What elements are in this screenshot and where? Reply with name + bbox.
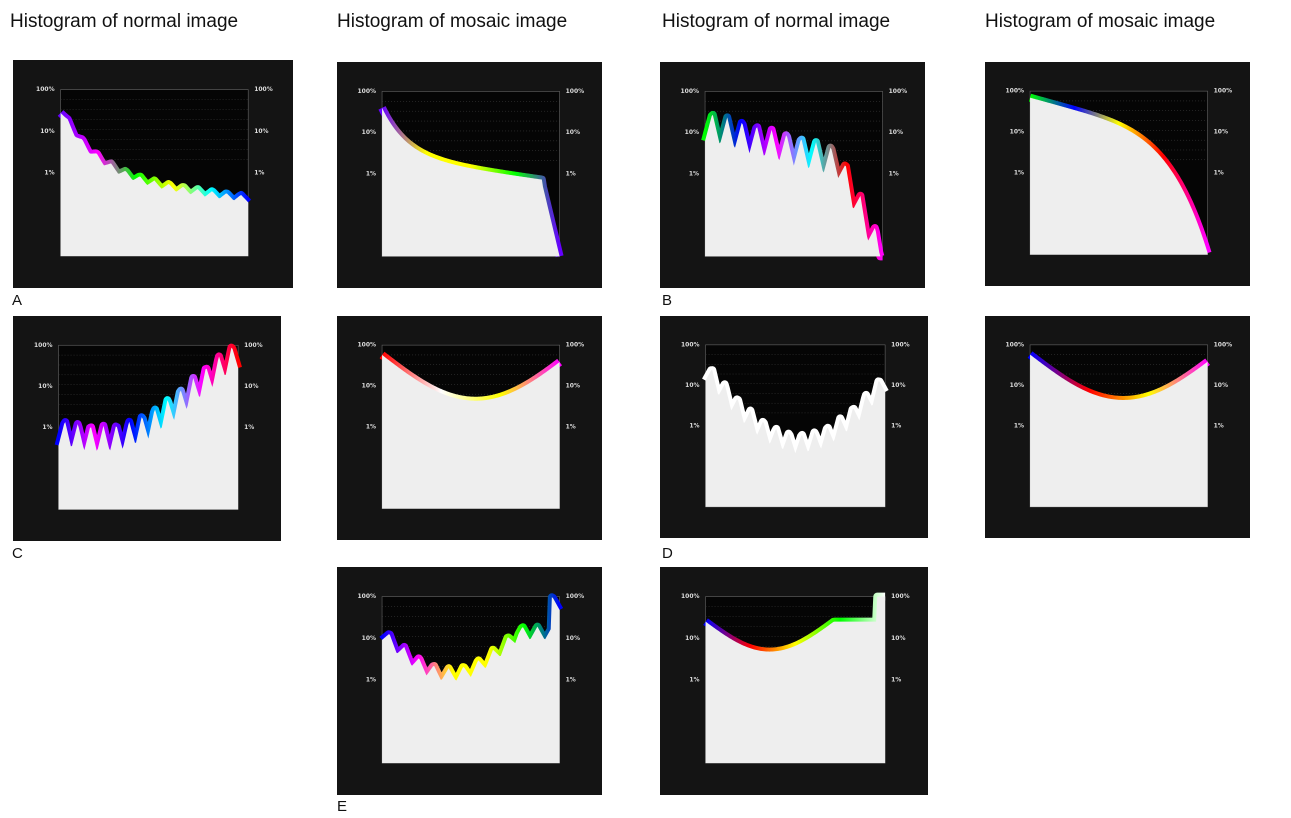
axis-label: 10%	[566, 383, 580, 390]
axis-label: 10%	[685, 129, 699, 136]
axis-label: 100%	[891, 341, 910, 348]
axis-label: 1%	[366, 170, 376, 177]
axis-label: 100%	[566, 88, 585, 95]
axis-label: 1%	[254, 169, 264, 176]
axis-label: 1%	[1214, 169, 1224, 176]
axis-label: 100%	[358, 342, 377, 349]
axis-label: 100%	[681, 341, 700, 348]
axis-label: 10%	[891, 635, 905, 642]
axis-label: 100%	[566, 342, 585, 349]
axis-label: 10%	[40, 128, 54, 135]
axis-label: 10%	[1214, 382, 1228, 389]
axis-label: 100%	[34, 342, 53, 349]
axis-label: 100%	[1006, 341, 1025, 348]
axis-label: 10%	[362, 635, 376, 642]
panel-label: E	[337, 798, 347, 815]
figure: {"headers": ["Histogram of normal image"…	[0, 0, 1291, 818]
panel-label: C	[12, 545, 23, 562]
axis-label: 10%	[362, 129, 376, 136]
axis-label: 1%	[889, 170, 899, 177]
axis-label: 10%	[685, 382, 699, 389]
histogram-panel: 100% 100% 10% 10% 1% 1%	[337, 316, 602, 540]
header: Histogram of mosaic image	[985, 10, 1277, 58]
histogram-panel: 100% 100% 10% 10% 1% 1%	[660, 316, 928, 538]
header: Histogram of mosaic image	[337, 10, 637, 34]
axis-label: 100%	[681, 593, 700, 600]
axis-label: 1%	[566, 676, 576, 683]
histogram-panel: 100% 100% 10% 10% 1% 1%	[337, 567, 602, 795]
axis-label: 10%	[685, 635, 699, 642]
axis-label: 100%	[358, 593, 377, 600]
axis-label: 1%	[44, 169, 54, 176]
axis-label: 10%	[566, 635, 580, 642]
histogram-panel: 100% 100% 10% 10% 1% 1%	[13, 316, 281, 541]
axis-label: 1%	[366, 676, 376, 683]
axis-label: 100%	[1006, 88, 1025, 95]
axis-label: 100%	[358, 88, 377, 95]
axis-label: 100%	[36, 86, 55, 93]
histogram-panel: 100% 100% 10% 10% 1% 1%	[13, 60, 293, 288]
histogram-panel: 100% 100% 10% 10% 1% 1%	[660, 62, 925, 288]
axis-label: 1%	[366, 423, 376, 430]
axis-label: 100%	[891, 593, 910, 600]
axis-label: 100%	[566, 593, 585, 600]
axis-label: 1%	[689, 676, 699, 683]
axis-label: 100%	[681, 88, 700, 95]
axis-label: 10%	[891, 382, 905, 389]
axis-label: 1%	[42, 424, 52, 431]
axis-label: 10%	[566, 129, 580, 136]
axis-label: 10%	[362, 383, 376, 390]
axis-label: 100%	[254, 86, 273, 93]
axis-label: 1%	[566, 170, 576, 177]
axis-label: 10%	[244, 383, 258, 390]
axis-label: 1%	[566, 423, 576, 430]
axis-label: 1%	[1014, 169, 1024, 176]
axis-label: 1%	[891, 676, 901, 683]
panel-label: B	[662, 292, 672, 309]
header: Histogram of normal image	[10, 10, 310, 34]
axis-label: 1%	[244, 424, 254, 431]
axis-label: 100%	[1214, 341, 1233, 348]
axis-label: 1%	[891, 422, 901, 429]
axis-label: 10%	[38, 383, 52, 390]
axis-label: 10%	[1010, 382, 1024, 389]
histogram-panel: 100% 100% 10% 10% 1% 1%	[660, 567, 928, 795]
header: Histogram of normal image	[662, 10, 962, 34]
panel-label: D	[662, 545, 673, 562]
histogram-panel: 100% 100% 10% 10% 1% 1%	[337, 62, 602, 288]
axis-label: 100%	[1214, 88, 1233, 95]
axis-label: 1%	[1214, 422, 1224, 429]
axis-label: 10%	[889, 129, 903, 136]
histogram-panel: 100% 100% 10% 10% 1% 1%	[985, 316, 1250, 538]
axis-label: 100%	[244, 342, 263, 349]
axis-label: 10%	[254, 128, 268, 135]
axis-label: 100%	[889, 88, 908, 95]
panel-label: A	[12, 292, 22, 309]
axis-label: 1%	[689, 422, 699, 429]
axis-label: 1%	[689, 170, 699, 177]
axis-label: 10%	[1010, 129, 1024, 136]
histogram-panel: 100% 100% 10% 10% 1% 1%	[985, 62, 1250, 286]
axis-label: 1%	[1014, 422, 1024, 429]
axis-label: 10%	[1214, 129, 1228, 136]
